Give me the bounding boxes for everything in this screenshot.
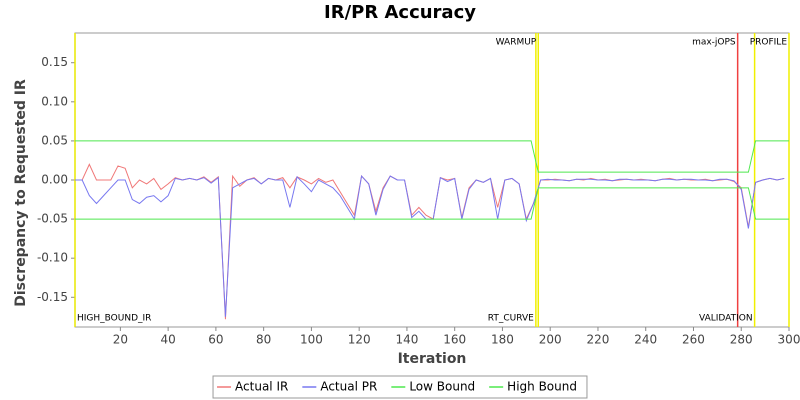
x-tick-label: 240 [634, 333, 657, 347]
x-tick-label: 100 [300, 333, 323, 347]
plot-area [74, 32, 790, 328]
x-tick-label: 140 [395, 333, 418, 347]
marker-label: RT_CURVE [488, 314, 534, 324]
x-tick-label: 300 [778, 333, 800, 347]
y-tick-label: -0.10 [37, 251, 68, 265]
x-tick-label: 200 [539, 333, 562, 347]
marker-label: VALIDATION [699, 314, 753, 324]
x-tick-label: 180 [491, 333, 514, 347]
x-tick-label: 120 [348, 333, 371, 347]
chart-title: IR/PR Accuracy [324, 2, 476, 23]
y-tick-label: 0.05 [41, 133, 68, 147]
y-tick-label: 0.10 [41, 94, 68, 108]
marker-label: WARMUP [496, 38, 537, 48]
legend-label: High Bound [507, 380, 577, 394]
x-tick-label: 80 [256, 333, 271, 347]
x-tick-label: 60 [208, 333, 223, 347]
x-tick-label: 160 [443, 333, 466, 347]
x-tick-label: 280 [730, 333, 753, 347]
y-axis-label: Discrepancy to Requested IR [13, 79, 29, 307]
legend-label: Actual PR [320, 380, 377, 394]
legend: Actual IR Actual PR Low Bound High Bound [212, 375, 588, 399]
legend-label: Low Bound [409, 380, 475, 394]
x-tick-label: 220 [587, 333, 610, 347]
marker-label: PROFILE [750, 38, 788, 48]
series-line [75, 187, 789, 220]
y-tick-label: 0.00 [41, 173, 68, 187]
legend-label: Actual IR [235, 380, 288, 394]
x-axis-label: Iteration [398, 351, 467, 367]
x-tick-label: 40 [160, 333, 175, 347]
x-tick-label: 20 [113, 333, 128, 347]
series-line [75, 140, 789, 173]
y-tick-label: -0.05 [37, 212, 68, 226]
marker-label: HIGH_BOUND_IR [77, 314, 151, 324]
y-tick-label: 0.15 [41, 55, 68, 69]
x-tick-label: 260 [682, 333, 705, 347]
marker-label: max-jOPS [692, 38, 736, 48]
y-tick-label: -0.15 [37, 290, 68, 304]
